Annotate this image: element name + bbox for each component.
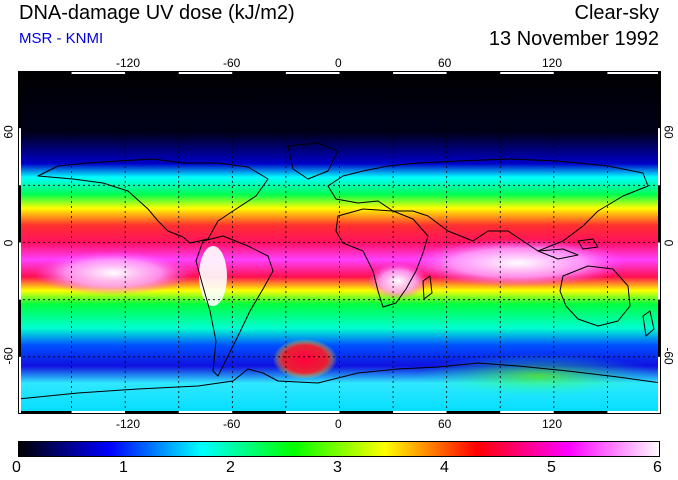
frame-tick-left-3 (18, 242, 21, 300)
coast-greenland (287, 142, 339, 180)
colorbar-tick-3: 3 (333, 459, 342, 476)
map-title: DNA-damage UV dose (kJ/m2) (19, 2, 295, 24)
lon-label-bottom-60w: -60 (223, 417, 241, 431)
frame-tick-top-1 (71, 71, 126, 74)
frame-tick-bottom-8 (446, 411, 501, 414)
colorbar-tick-2: 2 (226, 459, 235, 476)
frame-tick-top-3 (178, 71, 233, 74)
frame-tick-bottom-7 (393, 411, 447, 414)
uv-dose-map (18, 71, 661, 414)
frame-tick-left-4 (18, 299, 21, 357)
coast-new-zealand (642, 310, 655, 337)
lon-label-top-120w: -120 (116, 56, 141, 70)
lon-label-top-120e: 120 (542, 56, 563, 70)
lon-label-bottom-60e: 60 (438, 417, 452, 431)
lon-label-top-0: 0 (335, 56, 342, 70)
frame-tick-right-4 (658, 299, 661, 357)
frame-tick-top-11 (607, 71, 661, 74)
frame-tick-bottom-9 (500, 411, 554, 414)
coast-madagascar (422, 275, 433, 300)
frame-tick-top-4 (232, 71, 286, 74)
frame-tick-left-0 (18, 71, 21, 129)
map-border (18, 71, 661, 414)
frame-tick-bottom-6 (339, 411, 394, 414)
colorbar-tick-0: 0 (12, 459, 21, 476)
graticule (18, 71, 661, 414)
lat-label-left-60s: -60 (1, 347, 16, 365)
lon-label-bottom-120w: -120 (116, 417, 141, 431)
frame-tick-bottom-5 (285, 411, 340, 414)
sky-condition: Clear-sky (574, 2, 659, 24)
lat-label-left-0: 0 (1, 239, 16, 247)
uv-max-africa (368, 263, 428, 299)
frame-tick-top-5 (285, 71, 340, 74)
coast-borneo (577, 238, 599, 250)
colorbar (18, 441, 660, 457)
frame-tick-bottom-0 (18, 411, 72, 414)
frame-tick-bottom-2 (125, 411, 179, 414)
frame-tick-bottom-1 (71, 411, 126, 414)
frame-tick-left-1 (18, 128, 21, 186)
colorbar-tick-5: 5 (547, 459, 556, 476)
frame-tick-bottom-11 (607, 411, 661, 414)
coast-africa (335, 208, 429, 308)
uv-max-west-pacific (408, 239, 628, 287)
coast-antarctica (18, 362, 661, 400)
frame-tick-right-1 (658, 128, 661, 186)
lon-label-bottom-120e: 120 (542, 417, 563, 431)
frame-tick-top-2 (125, 71, 179, 74)
lon-label-top-60e: 60 (438, 56, 452, 70)
frame-tick-top-9 (500, 71, 554, 74)
source-label: MSR - KNMI (19, 30, 104, 47)
map-date: 13 November 1992 (488, 28, 659, 50)
lat-label-right-0: 0 (661, 239, 676, 247)
frame-tick-right-0 (658, 71, 661, 129)
frame-tick-right-2 (658, 185, 661, 243)
frame-tick-top-8 (446, 71, 501, 74)
coast-australia (559, 265, 631, 327)
colorbar-tick-6: 6 (653, 459, 662, 476)
lat-label-left-60n: 60 (1, 125, 16, 139)
colorbar-tick-1: 1 (119, 459, 128, 476)
frame-tick-bottom-4 (232, 411, 286, 414)
coast-eurasia (327, 158, 649, 252)
frame-tick-top-0 (18, 71, 72, 74)
coast-north-america (37, 158, 269, 244)
coastlines (18, 142, 661, 400)
uv-antarctic-green-band (418, 354, 658, 398)
uv-max-south-america (199, 246, 227, 306)
coast-indonesia (537, 248, 579, 260)
frame-tick-top-7 (393, 71, 447, 74)
frame-tick-left-5 (18, 356, 21, 414)
frame-tick-left-2 (18, 185, 21, 243)
uv-max-east-pacific (33, 251, 193, 295)
coast-south-america (195, 235, 274, 377)
frame-tick-right-5 (658, 356, 661, 414)
lon-label-top-60w: -60 (223, 56, 241, 70)
lat-label-right-60s: -60 (661, 347, 676, 365)
colorbar-tick-4: 4 (440, 459, 449, 476)
lat-label-right-60n: 60 (661, 125, 676, 139)
frame-tick-top-10 (553, 71, 608, 74)
colorbar-border (18, 441, 660, 457)
uv-max-antarctic-hole (273, 339, 337, 379)
colorbar-gradient (18, 441, 660, 457)
lon-label-bottom-0: 0 (335, 417, 342, 431)
map-frame-ticks (18, 71, 661, 414)
frame-tick-top-6 (339, 71, 394, 74)
frame-tick-right-3 (658, 242, 661, 300)
frame-tick-bottom-10 (553, 411, 608, 414)
frame-tick-bottom-3 (178, 411, 233, 414)
